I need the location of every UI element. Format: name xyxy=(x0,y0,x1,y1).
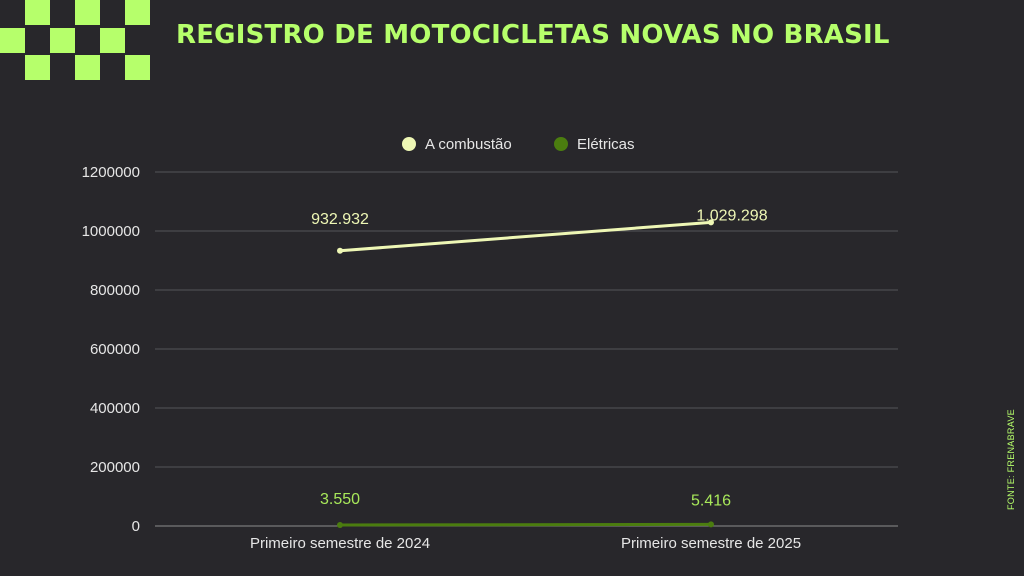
legend-marker xyxy=(554,137,568,151)
legend-marker xyxy=(402,137,416,151)
y-tick-label: 400000 xyxy=(90,400,140,417)
data-label: 1.029.298 xyxy=(696,207,767,224)
y-tick-label: 800000 xyxy=(90,282,140,299)
x-tick-label: Primeiro semestre de 2025 xyxy=(621,535,801,552)
page-title: REGISTRO DE MOTOCICLETAS NOVAS NO BRASIL xyxy=(176,20,890,50)
y-tick-label: 200000 xyxy=(90,459,140,476)
y-tick-label: 1000000 xyxy=(82,223,140,240)
series-line xyxy=(339,522,712,527)
data-point xyxy=(337,521,343,528)
y-tick-label: 0 xyxy=(132,518,140,535)
x-tick-label: Primeiro semestre de 2024 xyxy=(250,535,430,552)
data-label: 932.932 xyxy=(311,211,369,228)
source-note: FONTE: FRENABRAVE xyxy=(1006,409,1016,510)
data-point xyxy=(337,247,343,254)
data-label: 3.550 xyxy=(320,491,360,508)
checkered-logo xyxy=(0,0,158,82)
data-label: 5.416 xyxy=(691,492,731,509)
y-tick-label: 600000 xyxy=(90,341,140,358)
legend-label: Elétricas xyxy=(577,136,635,153)
data-point xyxy=(708,219,714,226)
data-point xyxy=(708,521,714,528)
legend-label: A combustão xyxy=(425,136,512,153)
series-line xyxy=(339,220,712,253)
y-tick-label: 1200000 xyxy=(82,164,140,181)
